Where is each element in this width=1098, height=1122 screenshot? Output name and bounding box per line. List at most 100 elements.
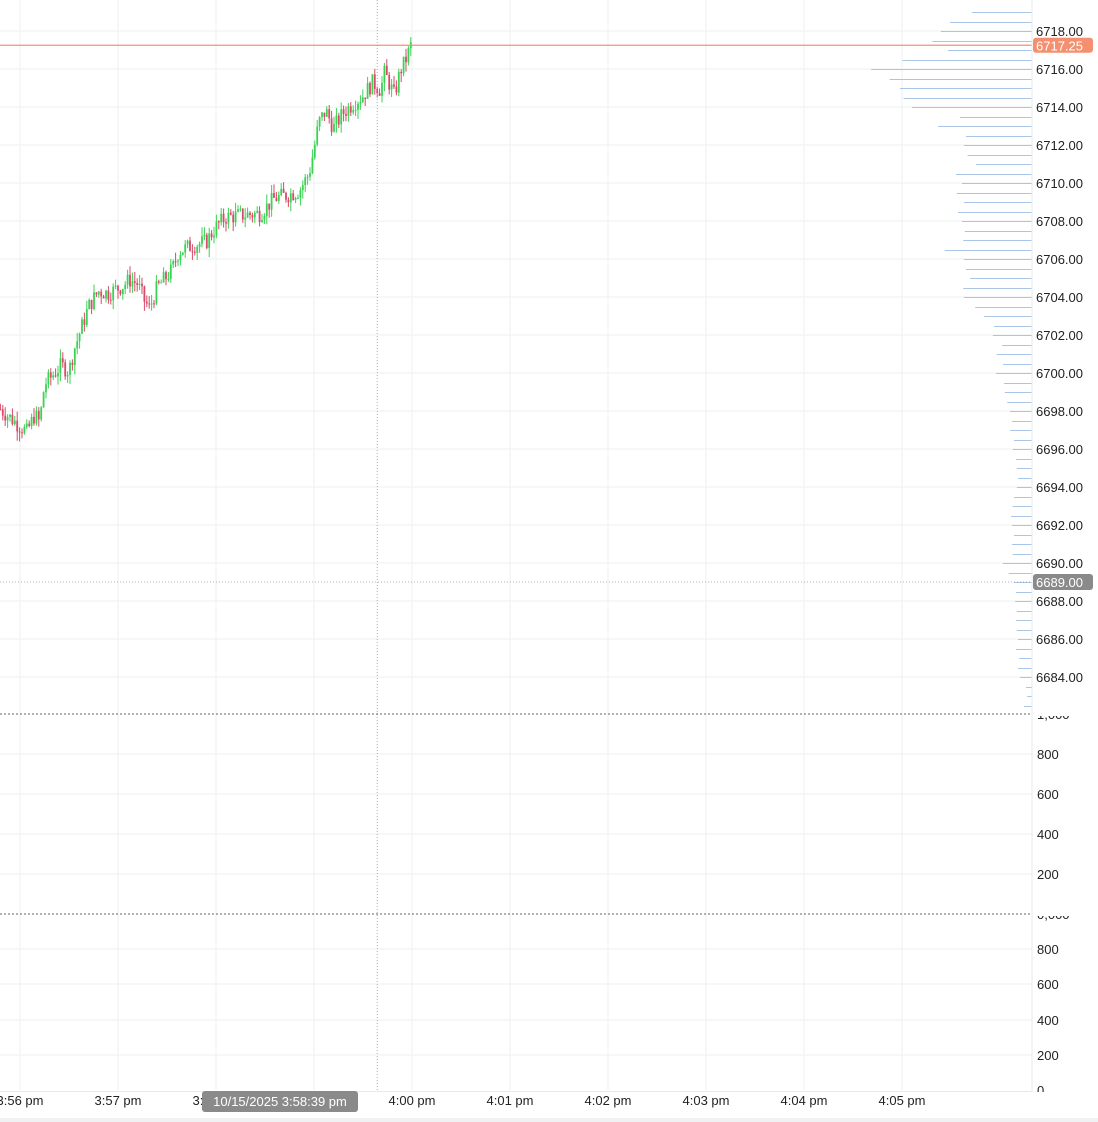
pane2-tick-label: 200 bbox=[1037, 867, 1059, 882]
candle-body bbox=[66, 374, 69, 377]
price-tick-label: 6710.00 bbox=[1036, 176, 1083, 191]
candle-body bbox=[73, 348, 76, 366]
candle-body bbox=[407, 48, 410, 63]
crosshair-time-tag: 10/15/2025 3:58:39 pm bbox=[213, 1094, 347, 1109]
candle-body bbox=[232, 214, 235, 223]
candle-body bbox=[395, 86, 398, 93]
time-tick-label: 3:57 pm bbox=[95, 1093, 142, 1108]
candle-body bbox=[54, 375, 57, 377]
candle-body bbox=[263, 215, 266, 220]
candle-body bbox=[309, 173, 311, 177]
candle-body bbox=[196, 246, 199, 253]
candle-body bbox=[138, 283, 141, 285]
candle-body bbox=[352, 110, 355, 113]
candle-body bbox=[323, 112, 326, 117]
candle-body bbox=[390, 84, 393, 90]
candle-body bbox=[37, 410, 40, 420]
candle-body bbox=[6, 416, 9, 421]
candle-body bbox=[388, 75, 391, 90]
candle-body bbox=[16, 420, 19, 432]
volume-profile bbox=[871, 12, 1032, 707]
candle-body bbox=[249, 212, 251, 216]
candle-body bbox=[316, 126, 319, 145]
candle-body bbox=[251, 215, 254, 218]
candle-body bbox=[366, 83, 369, 99]
candle-body bbox=[100, 291, 103, 297]
candle-body bbox=[121, 289, 124, 295]
candle-body bbox=[186, 240, 189, 245]
candle-body bbox=[25, 423, 28, 427]
price-tick-label: 6684.00 bbox=[1036, 670, 1083, 685]
time-tick-label: 4:00 pm bbox=[389, 1093, 436, 1108]
candle-body bbox=[306, 176, 309, 178]
candle-body bbox=[337, 115, 340, 125]
price-tick-label: 6716.00 bbox=[1036, 62, 1083, 77]
candle-body bbox=[256, 210, 259, 213]
price-tick-label: 6706.00 bbox=[1036, 252, 1083, 267]
last-price-tag: 6717.25 bbox=[1036, 38, 1083, 53]
candle-body bbox=[371, 74, 374, 95]
candle-body bbox=[333, 123, 335, 132]
candle-body bbox=[244, 217, 247, 220]
candle-body bbox=[23, 426, 26, 434]
crosshair-price-tag: 6689.00 bbox=[1036, 575, 1083, 590]
candle-body bbox=[402, 56, 405, 74]
candle-body bbox=[93, 292, 95, 309]
candle-body bbox=[239, 208, 242, 210]
candle-body bbox=[11, 414, 14, 425]
candle-body bbox=[292, 193, 295, 200]
candle-body bbox=[71, 362, 74, 366]
candle-body bbox=[220, 213, 223, 223]
candle-body bbox=[160, 282, 163, 284]
candle-body bbox=[361, 97, 364, 103]
time-tick-label: 3:56 pm bbox=[0, 1093, 43, 1108]
candle-body bbox=[393, 84, 395, 87]
candle-body bbox=[1, 409, 4, 416]
price-tick-label: 6708.00 bbox=[1036, 214, 1083, 229]
candle-body bbox=[107, 290, 110, 300]
candle-body bbox=[155, 281, 158, 304]
candle-body bbox=[35, 410, 38, 424]
candle-body bbox=[225, 222, 227, 224]
candle-body bbox=[184, 244, 187, 253]
candle-body bbox=[83, 319, 86, 325]
candle-body bbox=[198, 243, 201, 247]
candle-body bbox=[345, 113, 347, 116]
pane2-tick-label: 600 bbox=[1037, 787, 1059, 802]
candle-body bbox=[253, 212, 256, 218]
candle-body bbox=[49, 372, 52, 378]
candle-body bbox=[357, 103, 359, 110]
candle-body bbox=[215, 221, 218, 236]
candle-body bbox=[13, 420, 16, 425]
candle-body bbox=[76, 341, 79, 349]
candle-body bbox=[9, 414, 11, 417]
candle-body bbox=[285, 192, 287, 200]
time-tick-label: 4:03 pm bbox=[683, 1093, 730, 1108]
price-tick-label: 6692.00 bbox=[1036, 518, 1083, 533]
candle-body bbox=[347, 106, 350, 116]
pane3-tick-label: 200 bbox=[1037, 1048, 1059, 1063]
candle-body bbox=[349, 106, 352, 113]
time-tick-label: 4:04 pm bbox=[781, 1093, 828, 1108]
candle-body bbox=[78, 333, 81, 342]
candle-body bbox=[335, 115, 338, 124]
candle-body bbox=[364, 97, 367, 99]
candle-body bbox=[210, 233, 213, 238]
price-tick-label: 6694.00 bbox=[1036, 480, 1083, 495]
candle-body bbox=[275, 197, 278, 202]
pane2-tick-label: 800 bbox=[1037, 747, 1059, 762]
candle-body bbox=[4, 415, 7, 421]
candle-body bbox=[203, 234, 206, 237]
time-tick-label: 4:05 pm bbox=[879, 1093, 926, 1108]
candle-body bbox=[311, 157, 314, 174]
candle-body bbox=[0, 409, 2, 411]
price-tick-label: 6696.00 bbox=[1036, 442, 1083, 457]
candle-body bbox=[59, 358, 62, 374]
candle-body bbox=[201, 236, 203, 244]
candle-body bbox=[383, 65, 386, 83]
candle-body bbox=[157, 281, 160, 283]
candle-body bbox=[282, 188, 285, 193]
bottom-scroll-strip[interactable] bbox=[0, 1118, 1098, 1122]
crosshair-time-tag-bg bbox=[202, 1091, 358, 1112]
